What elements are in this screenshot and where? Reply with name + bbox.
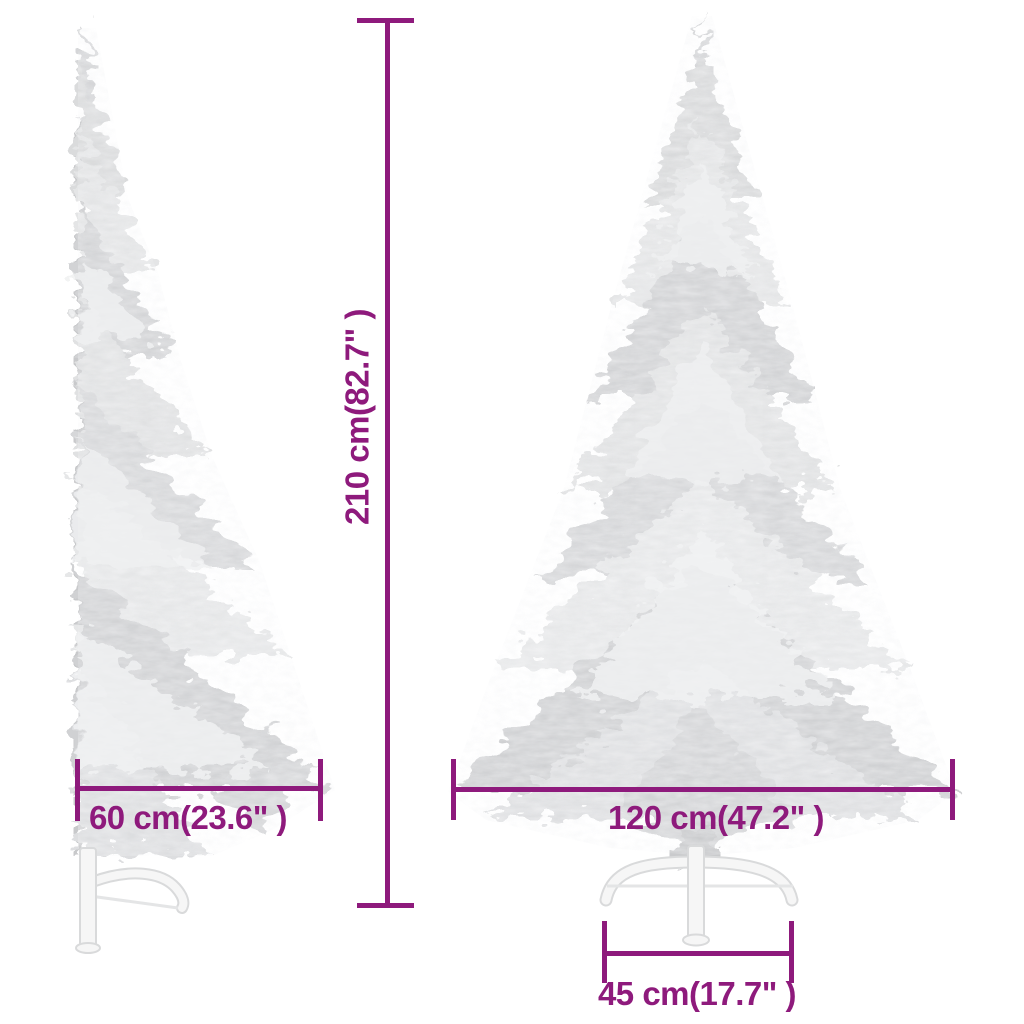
half-tree-figure — [75, 18, 335, 954]
half-tree-highlights — [80, 248, 270, 768]
height-dimension-tick-top — [357, 18, 414, 23]
half-width-dimension-tick-right — [318, 759, 323, 821]
half-width-dimension-label: 60 cm(23.6" ) — [88, 799, 288, 836]
height-dimension-line — [385, 20, 390, 906]
full-tree-figure — [448, 16, 956, 947]
height-dimension-tick-bottom — [357, 903, 414, 908]
stand-width-dimension-label: 45 cm(17.7" ) — [597, 975, 797, 1012]
height-dimension-label: 210 cm(82.7" ) — [338, 309, 376, 525]
half-width-dimension-line — [77, 786, 321, 791]
half-tree-stand — [75, 847, 190, 954]
stand-width-dimension-tick-right — [789, 921, 794, 983]
full-width-dimension-label: 120 cm(47.2" ) — [608, 799, 824, 836]
full-tree-highlights — [575, 158, 829, 698]
full-width-dimension-line — [454, 787, 952, 792]
stand-width-dimension-line — [604, 951, 791, 956]
full-width-dimension-tick-left — [451, 759, 456, 820]
stand-width-dimension-tick-left — [602, 921, 607, 983]
full-width-dimension-tick-right — [950, 759, 955, 820]
half-width-dimension-tick-left — [75, 759, 80, 821]
full-tree-stand — [599, 845, 799, 947]
